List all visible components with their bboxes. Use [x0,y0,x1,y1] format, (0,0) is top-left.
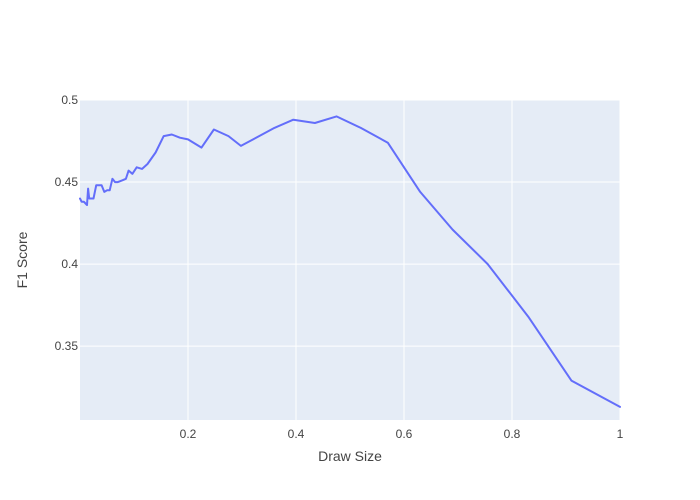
x-tick-label: 0.4 [288,427,305,441]
y-axis-ticks: 0.35 0.4 0.45 0.5 [55,93,79,353]
y-tick-label: 0.4 [61,257,78,271]
x-tick-label: 0.2 [180,427,197,441]
x-tick-label: 0.6 [396,427,413,441]
y-tick-label: 0.35 [55,339,79,353]
gridlines [80,99,621,420]
plot-area [80,100,620,420]
y-tick-label: 0.45 [55,175,79,189]
series-line [79,115,621,408]
x-axis-title: Draw Size [318,448,382,464]
x-tick-label: 1 [617,427,624,441]
x-tick-label: 0.8 [504,427,521,441]
y-axis-title: F1 Score [14,231,30,288]
x-axis-ticks: 0.2 0.4 0.6 0.8 1 [180,427,624,441]
y-tick-label: 0.5 [61,93,78,107]
